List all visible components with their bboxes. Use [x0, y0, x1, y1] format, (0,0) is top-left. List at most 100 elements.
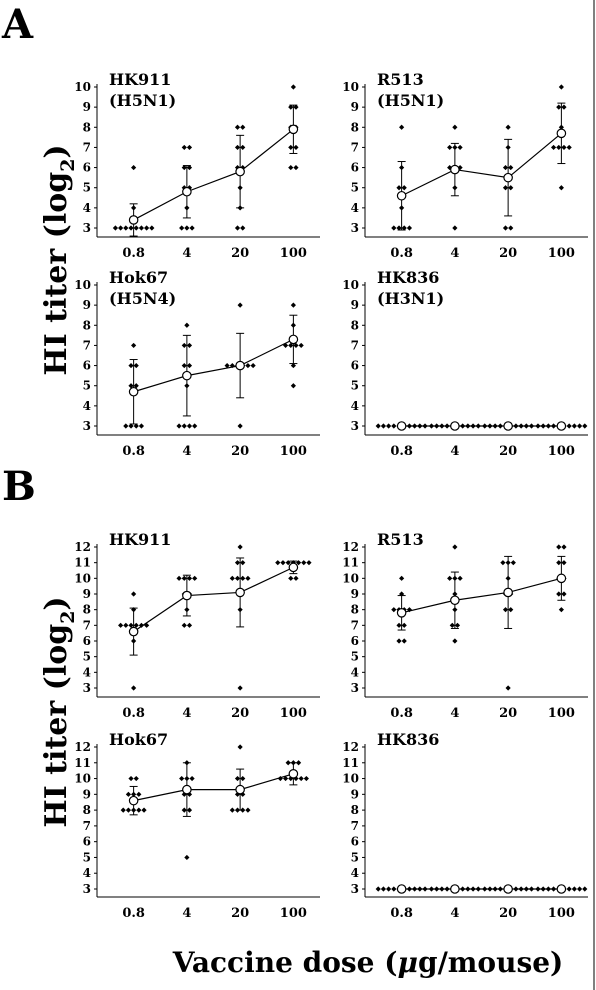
data-point — [245, 575, 251, 581]
data-point — [237, 744, 243, 750]
y-tick-label: 8 — [83, 318, 91, 332]
y-tick-label: 4 — [351, 866, 359, 880]
data-point — [508, 225, 514, 231]
data-point — [224, 362, 230, 369]
data-point — [179, 775, 185, 782]
x-tick-label: 20 — [499, 906, 517, 921]
y-tick-label: 11 — [342, 756, 359, 770]
y-tick-label: 5 — [83, 850, 91, 864]
chart-a2: 3 4 5 6 7 8 9 10 0.8 4 20 100 R513 (H5N1) — [342, 70, 588, 261]
mean-line — [401, 577, 562, 614]
data-point — [149, 225, 155, 231]
data-point — [282, 775, 289, 782]
data-point — [240, 575, 246, 581]
data-point — [396, 638, 402, 644]
data-point — [293, 775, 299, 782]
data-point — [505, 124, 511, 130]
y-tick-label: 10 — [74, 278, 91, 292]
data-point — [375, 423, 381, 429]
data-point — [184, 225, 190, 231]
data-point — [123, 225, 129, 231]
mean-marker — [556, 573, 567, 584]
data-point — [131, 164, 137, 171]
data-point — [508, 185, 514, 191]
data-point — [290, 302, 296, 308]
mean-marker — [396, 190, 407, 201]
y-tick-label: 12 — [342, 740, 359, 754]
data-point — [176, 423, 182, 429]
x-tick-label: 100 — [280, 246, 307, 261]
data-point — [136, 807, 142, 813]
y-tick-label: 8 — [351, 803, 359, 817]
chart-b4: 3 4 56 7 8 910 11 12 0.8 4 20 100 HK836 — [342, 730, 588, 921]
y-tick-label: 10 — [74, 80, 91, 94]
data-point — [118, 225, 124, 231]
mean-marker — [235, 166, 245, 177]
data-point — [280, 560, 286, 566]
x-tick-label: 4 — [182, 444, 191, 459]
data-point — [128, 775, 134, 782]
data-point — [288, 104, 294, 110]
chart-b3: 3 4 56 7 8 910 11 12 0.8 4 20 100 Hok67 — [74, 730, 320, 921]
y-tick-label: 7 — [351, 338, 359, 352]
y-tick-label: 8 — [351, 318, 359, 332]
x-tick-label: 4 — [182, 246, 191, 261]
data-point — [306, 560, 312, 566]
data-point — [186, 575, 193, 581]
data-point — [131, 342, 137, 349]
mean-marker — [288, 124, 299, 135]
data-point — [288, 144, 294, 151]
y-tick-label: 3 — [351, 221, 359, 235]
data-point — [449, 622, 455, 628]
y-tick-label: 6 — [351, 634, 359, 648]
y-tick-label: 7 — [83, 819, 91, 833]
y-tick-label: 11 — [342, 556, 359, 570]
x-tick-label: 0.8 — [390, 906, 413, 921]
mean-marker — [556, 421, 567, 431]
data-point — [556, 544, 562, 550]
data-point — [229, 807, 235, 813]
y-tick-label: 12 — [74, 540, 91, 554]
data-point — [582, 423, 588, 429]
data-point — [561, 544, 567, 550]
y-tick-label: 7 — [351, 618, 359, 632]
data-point — [293, 164, 299, 171]
data-point — [133, 225, 139, 231]
y-tick-label: 5 — [351, 181, 359, 195]
data-point — [500, 560, 506, 566]
data-point — [561, 591, 567, 597]
data-point — [181, 164, 187, 171]
mean-marker — [288, 562, 299, 573]
mean-marker — [128, 795, 139, 806]
data-point — [298, 775, 304, 782]
mean-marker — [235, 784, 245, 795]
chart-a3: 3 4 5 6 7 8 9 10 0.8 4 20 100 Hok67 (H5N4) — [74, 268, 320, 459]
data-point — [290, 84, 296, 90]
data-point — [380, 886, 387, 892]
panel-label-b: B — [2, 463, 36, 510]
mean-marker — [503, 587, 513, 598]
data-point — [128, 622, 134, 628]
data-point — [396, 225, 402, 231]
data-point — [120, 807, 126, 813]
data-point — [128, 383, 134, 389]
data-point — [234, 124, 241, 130]
data-point — [571, 423, 577, 429]
data-point — [401, 622, 407, 628]
data-point — [290, 362, 296, 369]
data-point — [186, 423, 193, 429]
y-tick-label: 6 — [83, 835, 91, 849]
y-tick-label: 6 — [83, 634, 91, 648]
y-tick-label: 4 — [351, 665, 359, 679]
data-point — [452, 124, 458, 130]
x-tick-label: 20 — [231, 246, 249, 261]
mean-line — [133, 773, 294, 802]
data-point — [447, 144, 453, 151]
mean-marker — [556, 128, 567, 139]
x-tick-label: 100 — [280, 706, 307, 721]
data-point — [566, 886, 572, 892]
mean-line — [133, 338, 294, 393]
y-tick-label: 7 — [351, 140, 359, 154]
